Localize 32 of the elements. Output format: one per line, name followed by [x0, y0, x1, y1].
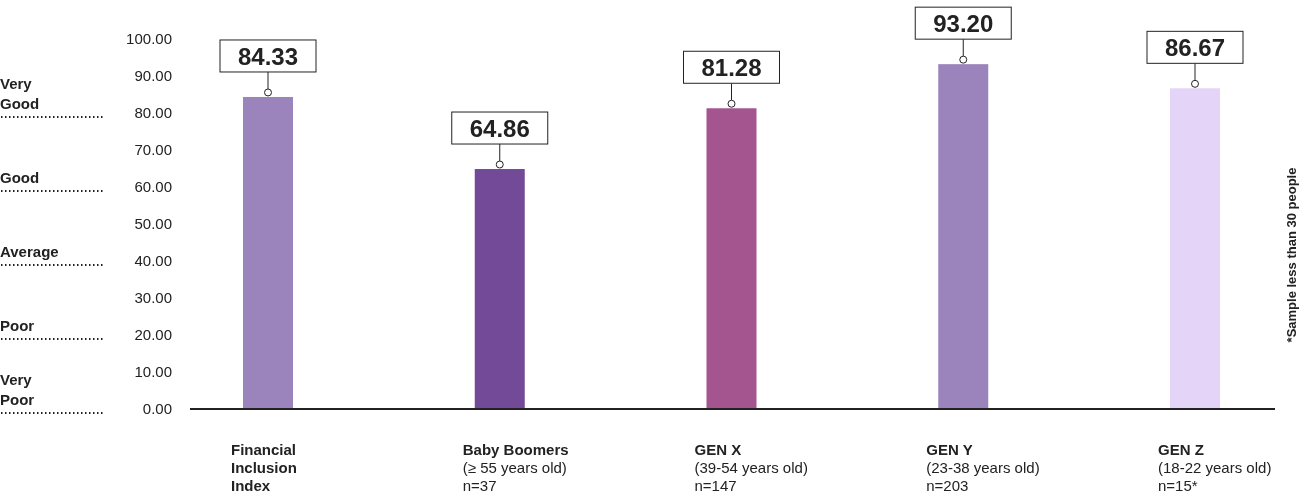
y-tick-label: 0.00: [142, 400, 172, 418]
y-tick-label: 100.00: [126, 30, 172, 48]
ref-line-label: Poor: [0, 317, 35, 334]
ref-line-label: Very Poor: [0, 371, 35, 408]
bar: [938, 64, 989, 409]
y-tick-label: 80.00: [134, 104, 172, 122]
x-tick-label: Financial Inclusion Index: [231, 441, 297, 494]
text: *Sample less than 30 people: [1284, 167, 1299, 343]
y-tick-label: 50.00: [134, 215, 172, 233]
y-tick-label: 20.00: [134, 326, 172, 344]
ref-line-label: Good: [0, 169, 40, 186]
y-tick-label: 60.00: [134, 178, 172, 196]
data-label: 93.20: [933, 9, 994, 37]
y-tick-label: 70.00: [134, 141, 172, 159]
ref-line-label: Average: [0, 243, 59, 260]
y-tick-label: 30.00: [134, 289, 172, 307]
data-label: 81.28: [701, 53, 762, 81]
x-tick-label: Baby Boomers (≥ 55 years old) n=37: [462, 441, 569, 494]
bar: [706, 108, 757, 409]
data-label: 84.33: [237, 42, 299, 70]
bar: [1170, 88, 1220, 409]
y-tick-label: 90.00: [134, 67, 172, 85]
bar: [243, 96, 293, 409]
x-tick-label: GEN X (39-54 years old) n=147: [694, 441, 808, 494]
x-tick-label: GEN Y (23-38 years old) n=203: [926, 441, 1040, 494]
data-label: 64.86: [469, 114, 530, 142]
bar: [474, 169, 525, 409]
x-tick-label: GEN Z (18-22 years old) n=15*: [1158, 441, 1272, 494]
y-tick-label: 40.00: [134, 252, 172, 270]
y-tick-label: 10.00: [134, 363, 172, 381]
data-label: 86.67: [1164, 33, 1226, 61]
ref-line-label: Very Good: [0, 75, 40, 112]
